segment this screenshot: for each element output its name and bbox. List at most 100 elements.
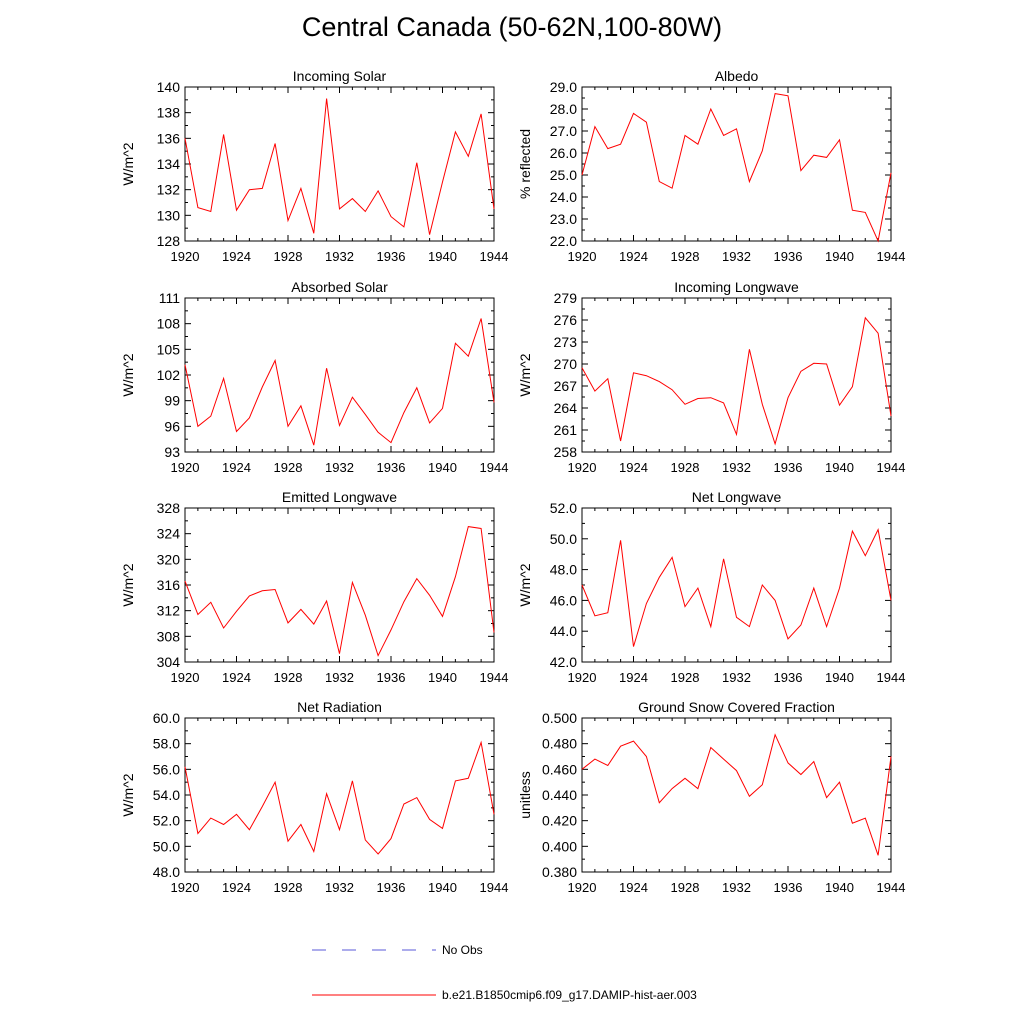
y-tick-label: 261 bbox=[554, 422, 578, 438]
plot-frame bbox=[581, 86, 892, 242]
x-tick-label: 1940 bbox=[825, 460, 854, 475]
x-tick-label: 1928 bbox=[274, 880, 303, 895]
x-tick-label: 1940 bbox=[825, 880, 854, 895]
y-tick-label: 312 bbox=[157, 603, 181, 619]
y-tick-label: 22.0 bbox=[550, 233, 577, 249]
x-tick-label: 1936 bbox=[774, 249, 803, 264]
x-tick-label: 1924 bbox=[222, 460, 251, 475]
y-tick-label: 0.380 bbox=[542, 864, 577, 880]
y-tick-label: 134 bbox=[157, 156, 181, 172]
y-tick-label: 136 bbox=[157, 130, 181, 146]
x-tick-label: 1932 bbox=[722, 249, 751, 264]
chart-panel: Albedo % reflected 1920 1924 1928 1932 1936 194… bbox=[517, 68, 905, 264]
x-tick-label: 1936 bbox=[377, 249, 406, 264]
x-tick-label: 1936 bbox=[774, 880, 803, 895]
x-tick-label: 1920 bbox=[171, 249, 200, 264]
y-tick-label: 308 bbox=[157, 628, 181, 644]
x-tick-label: 1936 bbox=[377, 670, 406, 685]
plot-frame bbox=[184, 717, 495, 873]
x-tick-label: 1924 bbox=[619, 460, 648, 475]
series-line bbox=[581, 733, 892, 856]
y-tick-label: 99 bbox=[164, 393, 180, 409]
x-tick-label: 1932 bbox=[325, 460, 354, 475]
x-tick-label: 1932 bbox=[325, 249, 354, 264]
y-axis-label: W/m^2 bbox=[517, 353, 533, 396]
x-tick-label: 1936 bbox=[774, 460, 803, 475]
y-axis-label: W/m^2 bbox=[120, 142, 136, 185]
y-tick-label: 25.0 bbox=[550, 167, 577, 183]
x-tick-label: 1928 bbox=[671, 249, 700, 264]
y-tick-label: 96 bbox=[164, 418, 180, 434]
x-tick-label: 1944 bbox=[480, 249, 509, 264]
y-tick-label: 28.0 bbox=[550, 101, 577, 117]
x-tick-label: 1924 bbox=[619, 880, 648, 895]
y-axis-label: W/m^2 bbox=[120, 353, 136, 396]
series-line bbox=[184, 98, 495, 235]
chart-panel: Absorbed Solar W/m^2 1920 1924 1928 1932 1936 1… bbox=[120, 279, 508, 475]
x-tick-label: 1940 bbox=[428, 880, 457, 895]
x-tick-label: 1932 bbox=[722, 880, 751, 895]
y-axis-label: unitless bbox=[517, 771, 533, 818]
plot-frame bbox=[581, 717, 892, 873]
y-axis-label: W/m^2 bbox=[120, 773, 136, 816]
y-tick-label: 138 bbox=[157, 105, 181, 121]
y-tick-label: 46.0 bbox=[550, 592, 577, 608]
y-tick-label: 0.440 bbox=[542, 787, 577, 803]
y-tick-label: 279 bbox=[554, 290, 578, 306]
y-tick-label: 56.0 bbox=[153, 761, 180, 777]
x-tick-label: 1920 bbox=[568, 880, 597, 895]
x-tick-label: 1944 bbox=[877, 460, 906, 475]
x-tick-label: 1920 bbox=[171, 460, 200, 475]
chart-panel: Emitted Longwave W/m^2 1920 1924 1928 1932 193… bbox=[120, 489, 508, 685]
panel-title: Absorbed Solar bbox=[291, 279, 388, 295]
panel-title: Emitted Longwave bbox=[282, 489, 397, 505]
panel-title: Incoming Solar bbox=[293, 68, 387, 84]
x-tick-label: 1928 bbox=[274, 670, 303, 685]
y-tick-label: 58.0 bbox=[153, 736, 180, 752]
panel-title: Net Radiation bbox=[297, 699, 382, 715]
y-tick-label: 270 bbox=[554, 356, 578, 372]
x-tick-label: 1944 bbox=[877, 880, 906, 895]
y-tick-label: 316 bbox=[157, 577, 181, 593]
chart-panel: Incoming Longwave W/m^2 1920 1924 1928 1932 19… bbox=[517, 279, 905, 475]
x-tick-label: 1924 bbox=[222, 249, 251, 264]
plot-frame bbox=[581, 297, 892, 453]
x-tick-label: 1928 bbox=[671, 880, 700, 895]
chart-panel: Ground Snow Covered Fraction unitless 1920… bbox=[517, 699, 905, 895]
panel-title: Net Longwave bbox=[692, 489, 782, 505]
y-tick-label: 140 bbox=[157, 79, 181, 95]
y-tick-label: 50.0 bbox=[550, 531, 577, 547]
y-tick-label: 108 bbox=[157, 316, 181, 332]
y-tick-label: 52.0 bbox=[550, 500, 577, 516]
panel-title: Ground Snow Covered Fraction bbox=[638, 699, 835, 715]
y-tick-label: 0.460 bbox=[542, 761, 577, 777]
y-tick-label: 0.480 bbox=[542, 736, 577, 752]
x-tick-label: 1944 bbox=[480, 880, 509, 895]
y-tick-label: 258 bbox=[554, 444, 578, 460]
y-tick-label: 26.0 bbox=[550, 145, 577, 161]
x-tick-label: 1940 bbox=[825, 670, 854, 685]
y-axis-label: W/m^2 bbox=[517, 563, 533, 606]
y-tick-label: 276 bbox=[554, 312, 578, 328]
x-tick-label: 1920 bbox=[171, 670, 200, 685]
y-tick-label: 102 bbox=[157, 367, 181, 383]
y-tick-label: 132 bbox=[157, 182, 181, 198]
plot-frame bbox=[184, 507, 495, 663]
x-tick-label: 1920 bbox=[568, 249, 597, 264]
series-line bbox=[581, 93, 892, 243]
x-tick-label: 1932 bbox=[722, 670, 751, 685]
x-tick-label: 1920 bbox=[568, 460, 597, 475]
x-tick-label: 1944 bbox=[480, 460, 509, 475]
x-tick-label: 1944 bbox=[480, 670, 509, 685]
x-tick-label: 1928 bbox=[671, 460, 700, 475]
y-tick-label: 304 bbox=[157, 654, 181, 670]
x-tick-label: 1928 bbox=[274, 249, 303, 264]
x-tick-label: 1936 bbox=[377, 880, 406, 895]
y-tick-label: 27.0 bbox=[550, 123, 577, 139]
x-tick-label: 1932 bbox=[325, 880, 354, 895]
y-tick-label: 128 bbox=[157, 233, 181, 249]
y-tick-label: 264 bbox=[554, 400, 578, 416]
plot-frame bbox=[184, 297, 495, 453]
y-tick-label: 44.0 bbox=[550, 623, 577, 639]
panel-title: Incoming Longwave bbox=[674, 279, 799, 295]
